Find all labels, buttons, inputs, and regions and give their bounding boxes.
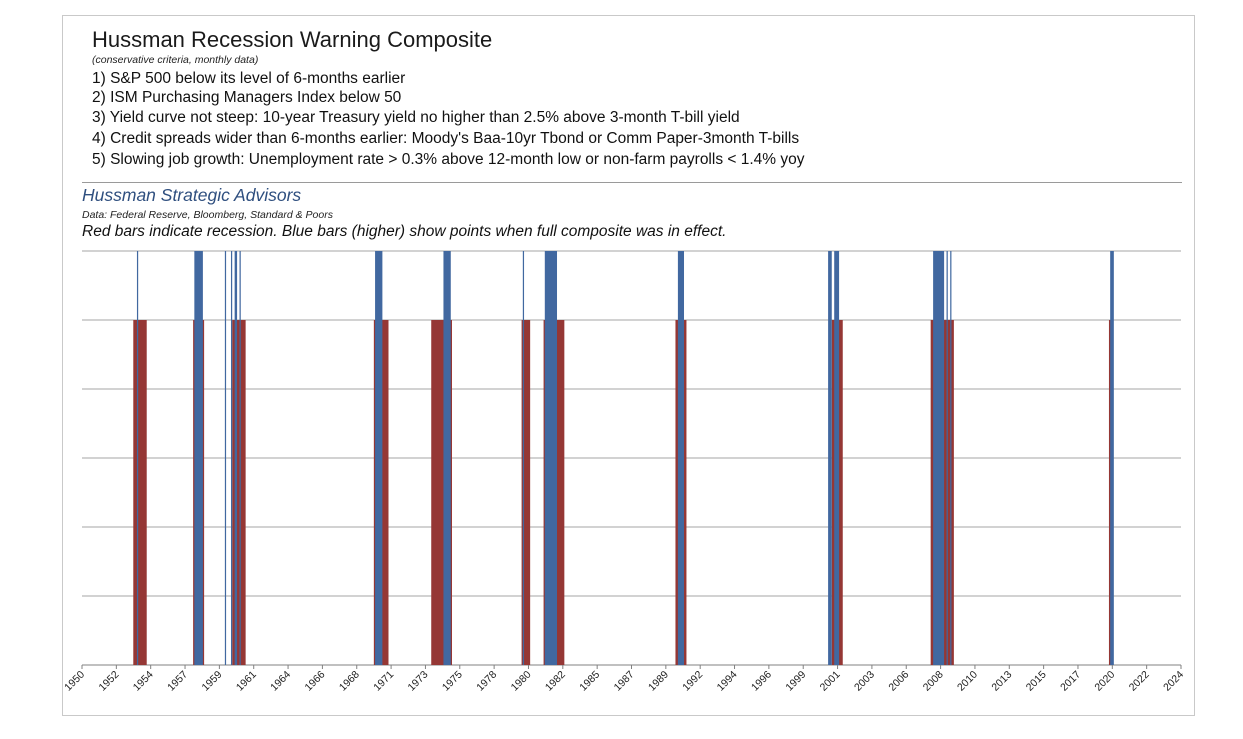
x-tick-label: 1975 xyxy=(440,669,465,694)
x-tick-label: 2008 xyxy=(921,669,946,694)
composite-bar xyxy=(224,251,227,665)
composite-bar xyxy=(443,251,451,665)
composite-bar xyxy=(933,251,945,665)
x-tick-label: 1987 xyxy=(612,669,637,694)
x-tick-label: 1950 xyxy=(62,669,87,694)
composite-bar xyxy=(194,251,203,665)
x-tick-label: 1973 xyxy=(406,669,431,694)
x-tick-label: 2010 xyxy=(955,669,980,694)
composite-bar xyxy=(234,251,238,665)
x-tick-label: 2020 xyxy=(1092,669,1117,694)
x-tick-label: 2015 xyxy=(1024,669,1049,694)
x-tick-label: 1994 xyxy=(715,669,740,694)
x-tick-label: 2006 xyxy=(886,669,911,694)
x-tick-label: 1978 xyxy=(474,669,499,694)
criterion-2: 2) ISM Purchasing Managers Index below 5… xyxy=(92,89,402,106)
criterion-5: 5) Slowing job growth: Unemployment rate… xyxy=(92,151,805,168)
criterion-3: 3) Yield curve not steep: 10-year Treasu… xyxy=(92,109,740,126)
x-tick-label: 1964 xyxy=(268,669,293,694)
chart-title: Hussman Recession Warning Composite xyxy=(92,27,493,52)
composite-bar xyxy=(834,251,840,665)
composite-bar xyxy=(677,251,685,665)
composite-bar xyxy=(544,251,558,665)
x-tick-label: 1966 xyxy=(303,669,328,694)
x-tick-label: 1985 xyxy=(577,669,602,694)
x-tick-label: 1992 xyxy=(680,669,705,694)
x-tick-label: 2024 xyxy=(1161,669,1186,694)
x-tick-label: 2013 xyxy=(989,669,1014,694)
composite-bar xyxy=(522,251,525,665)
chart-note: Red bars indicate recession. Blue bars (… xyxy=(82,223,727,240)
x-tick-label: 1996 xyxy=(749,669,774,694)
chart-subtitle: (conservative criteria, monthly data) xyxy=(92,54,259,66)
composite-bar xyxy=(828,251,832,665)
organization-name: Hussman Strategic Advisors xyxy=(82,185,302,205)
criterion-1: 1) S&P 500 below its level of 6-months e… xyxy=(92,70,406,87)
x-tick-label: 1982 xyxy=(543,669,568,694)
x-tick-label: 1999 xyxy=(783,669,808,694)
data-source: Data: Federal Reserve, Bloomberg, Standa… xyxy=(82,209,333,221)
x-tick-label: 1968 xyxy=(337,669,362,694)
recession-bar xyxy=(521,320,531,665)
recession-bar xyxy=(232,320,246,665)
recession-bar xyxy=(133,320,147,665)
composite-bar xyxy=(946,251,948,665)
x-tick-label: 1989 xyxy=(646,669,671,694)
composite-bar xyxy=(950,251,952,665)
x-tick-label: 2022 xyxy=(1127,669,1152,694)
composite-bar xyxy=(230,251,233,665)
x-tick-label: 2001 xyxy=(818,669,843,694)
x-tick-label: 2003 xyxy=(852,669,877,694)
criterion-4: 4) Credit spreads wider than 6-months ea… xyxy=(92,130,800,147)
x-tick-label: 1954 xyxy=(131,669,156,694)
x-tick-label: 2017 xyxy=(1058,669,1083,694)
x-tick-label: 1952 xyxy=(96,669,121,694)
header-divider xyxy=(82,182,1182,183)
x-tick-label: 1957 xyxy=(165,669,190,694)
composite-bar xyxy=(136,251,139,665)
composite-bar xyxy=(375,251,383,665)
composite-bar xyxy=(239,251,241,665)
chart-frame xyxy=(62,15,1195,716)
x-tick-label: 1961 xyxy=(234,669,259,694)
x-tick-label: 1959 xyxy=(199,669,224,694)
x-tick-label: 1971 xyxy=(371,669,396,694)
composite-bar xyxy=(1110,251,1114,665)
x-tick-label: 1980 xyxy=(509,669,534,694)
